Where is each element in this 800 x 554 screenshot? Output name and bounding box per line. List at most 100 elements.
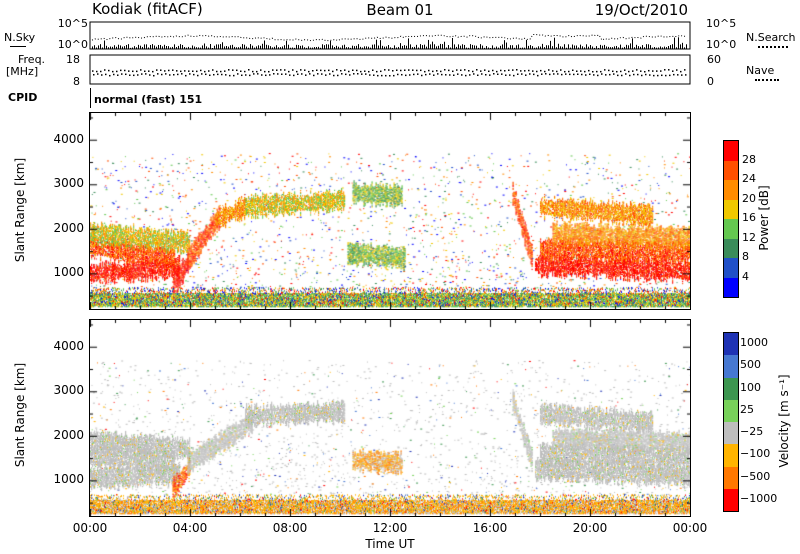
time-axis-label: Time UT — [365, 537, 415, 551]
noise-sky-bar — [370, 47, 371, 49]
noise-sky-bar — [338, 46, 339, 49]
nave-point — [553, 73, 555, 75]
freq-point — [152, 70, 154, 73]
nave-point — [489, 74, 491, 76]
noise-sky-bar — [642, 45, 643, 49]
nave-point — [113, 73, 115, 76]
freq-point — [644, 70, 646, 73]
nave-point — [469, 74, 471, 76]
freq-point — [428, 69, 430, 72]
noise-sky-bar — [104, 40, 105, 49]
freq-label-line2: [MHz] — [6, 65, 39, 78]
noise-sky-bar — [182, 44, 183, 49]
freq-point — [216, 70, 218, 73]
noise-sky-bar — [672, 44, 673, 49]
freq-point — [440, 70, 442, 73]
freq-point — [328, 69, 330, 72]
velocity-ctick: −1000 — [740, 491, 778, 505]
nave-point — [541, 73, 543, 75]
noise-sky-bar — [554, 37, 555, 49]
noise-sky-bar — [320, 47, 321, 49]
colorbar-segment — [724, 422, 738, 445]
noise-sky-bar — [616, 45, 617, 49]
nave-point — [105, 73, 107, 76]
date-title: 19/Oct/2010 — [594, 1, 688, 19]
freq-point — [252, 70, 254, 73]
freq-point — [320, 69, 322, 72]
noise-sky-bar — [134, 46, 135, 49]
noise-sky-bar — [290, 47, 291, 49]
freq-point — [484, 69, 486, 71]
noise-sky-bar — [306, 47, 307, 49]
noise-sky-bar — [546, 45, 547, 49]
cpid-label: CPID — [8, 91, 38, 104]
time-axis-ticks: 00:00 04:00 08:00 12:00 16:00 20:00 00:0… — [0, 521, 800, 537]
freq-point — [228, 69, 230, 71]
freq-point — [336, 69, 338, 71]
freq-point — [160, 69, 162, 71]
noise-sky-bar — [310, 47, 311, 49]
noise-right-tick-bottom: 10^0 — [706, 38, 737, 51]
noise-sky-bar — [276, 45, 277, 49]
noise-sky-bar — [96, 47, 97, 49]
freq-point — [380, 70, 382, 73]
noise-sky-bar — [100, 44, 101, 49]
nave-point — [629, 74, 631, 77]
noise-sky-bar — [368, 46, 369, 49]
cpid-value: normal (fast) 151 — [94, 93, 203, 106]
freq-point — [284, 69, 286, 71]
nave-point — [401, 73, 403, 76]
noise-sky-bar — [458, 44, 459, 49]
noise-sky-bar — [364, 46, 365, 49]
noise-sky-bar — [598, 47, 599, 49]
freq-point — [236, 69, 238, 72]
noise-sky-bar — [164, 44, 165, 49]
noise-sky-bar — [670, 45, 671, 49]
freq-point — [280, 69, 282, 71]
noise-sky-bar — [176, 47, 177, 49]
nave-point — [341, 73, 343, 75]
freq-point — [316, 69, 318, 72]
noise-sky-bar — [334, 47, 335, 49]
nave-point — [521, 73, 523, 75]
freq-point — [164, 70, 166, 72]
noise-sky-bar — [122, 46, 123, 49]
freq-point — [668, 69, 670, 71]
nave-point — [317, 73, 319, 75]
noise-sky-bar — [584, 47, 585, 49]
nave-point — [609, 73, 611, 76]
noise-sky-bar — [292, 47, 293, 49]
nave-point — [589, 73, 591, 76]
nave-point — [237, 73, 239, 75]
noise-sky-bar — [574, 45, 575, 49]
nave-point — [661, 74, 663, 77]
noise-sky-bar — [206, 46, 207, 49]
nave-point — [633, 73, 635, 76]
noise-sky-bar — [514, 47, 515, 49]
noise-sky-bar — [634, 47, 635, 49]
noise-sky-bar — [564, 44, 565, 49]
noise-sky-bar — [470, 44, 471, 49]
nave-point — [505, 74, 507, 76]
noise-sky-bar — [120, 45, 121, 49]
power-ytick-2000: 2000 — [53, 220, 84, 235]
noise-sky-bar — [318, 46, 319, 49]
noise-sky-bar — [432, 41, 433, 49]
noise-sky-bar — [128, 44, 129, 49]
freq-point — [612, 70, 614, 73]
noise-sky-bar — [238, 47, 239, 49]
noise-sky-bar — [450, 47, 451, 49]
freq-point — [308, 70, 310, 73]
freq-point — [640, 70, 642, 72]
freq-point — [192, 70, 194, 72]
nave-point — [597, 74, 599, 77]
noise-sky-bar — [528, 45, 529, 49]
noise-sky-bar — [110, 46, 111, 49]
nave-point — [273, 73, 275, 75]
noise-sky-bar — [168, 46, 169, 49]
nave-point — [265, 74, 267, 77]
noise-sky-bar — [184, 46, 185, 49]
noise-sky-bar — [112, 46, 113, 49]
power-ctick: 8 — [742, 250, 749, 263]
nave-point — [161, 73, 163, 76]
